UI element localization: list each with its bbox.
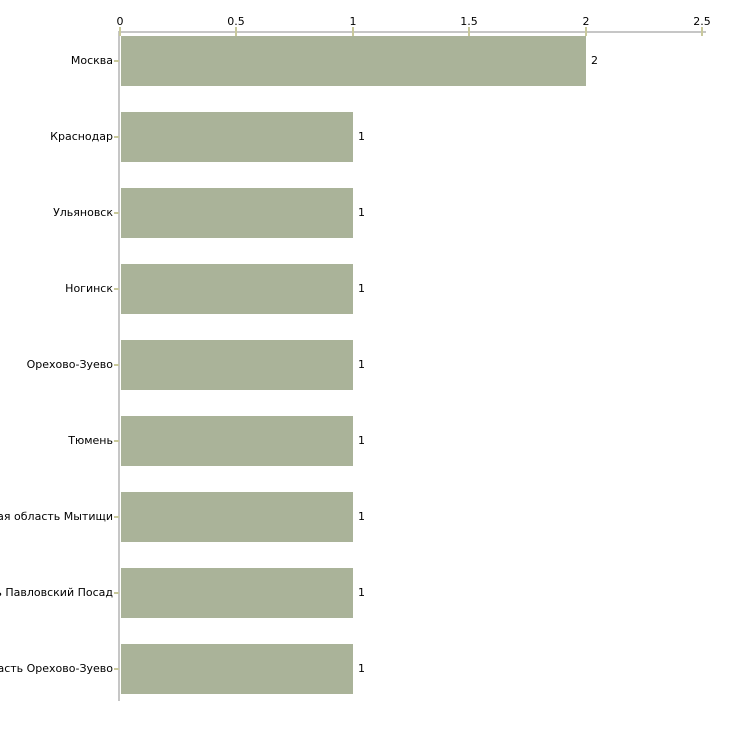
x-axis-tick-label: 0 xyxy=(116,15,124,28)
category-label: Тюмень xyxy=(68,434,113,447)
category-label: Московская область Мытищи xyxy=(0,510,113,523)
x-axis-tick-mark xyxy=(235,27,237,36)
bar xyxy=(121,264,353,314)
x-axis-tick-label: 2 xyxy=(582,15,590,28)
bar xyxy=(121,36,586,86)
bar xyxy=(121,112,353,162)
category-tick-mark xyxy=(114,592,119,594)
bar xyxy=(121,492,353,542)
category-label: Ногинск xyxy=(65,282,113,295)
category-label: Московская область Орехово-Зуево xyxy=(0,662,113,675)
category-tick-mark xyxy=(114,516,119,518)
x-axis-tick-mark xyxy=(468,27,470,36)
category-tick-mark xyxy=(114,136,119,138)
value-label: 1 xyxy=(358,282,365,295)
category-tick-mark xyxy=(114,668,119,670)
value-label: 1 xyxy=(358,510,365,523)
value-label: 2 xyxy=(591,54,598,67)
x-axis-tick-mark xyxy=(352,27,354,36)
x-axis-tick-label: 1 xyxy=(349,15,357,28)
category-tick-mark xyxy=(114,440,119,442)
value-label: 1 xyxy=(358,130,365,143)
category-tick-mark xyxy=(114,288,119,290)
bar xyxy=(121,340,353,390)
bar xyxy=(121,416,353,466)
bar xyxy=(121,644,353,694)
bar xyxy=(121,568,353,618)
value-label: 1 xyxy=(358,206,365,219)
category-label: Московская область Павловский Посад xyxy=(0,586,113,599)
value-label: 1 xyxy=(358,358,365,371)
x-axis-tick-label: 2.5 xyxy=(693,15,711,28)
value-label: 1 xyxy=(358,434,365,447)
x-axis-tick-mark xyxy=(585,27,587,36)
category-label: Орехово-Зуево xyxy=(26,358,113,371)
category-tick-mark xyxy=(114,364,119,366)
category-tick-mark xyxy=(114,212,119,214)
category-label: Краснодар xyxy=(50,130,113,143)
value-label: 1 xyxy=(358,662,365,675)
category-label: Москва xyxy=(70,54,113,67)
x-axis-tick-mark xyxy=(701,27,703,36)
x-axis-tick-label: 0.5 xyxy=(227,15,245,28)
category-label: Ульяновск xyxy=(53,206,113,219)
x-axis-tick-mark xyxy=(119,27,121,36)
x-axis-line xyxy=(120,31,706,33)
x-axis-tick-label: 1.5 xyxy=(460,15,478,28)
bar xyxy=(121,188,353,238)
value-label: 1 xyxy=(358,586,365,599)
category-tick-mark xyxy=(114,60,119,62)
y-axis-line xyxy=(118,31,120,701)
